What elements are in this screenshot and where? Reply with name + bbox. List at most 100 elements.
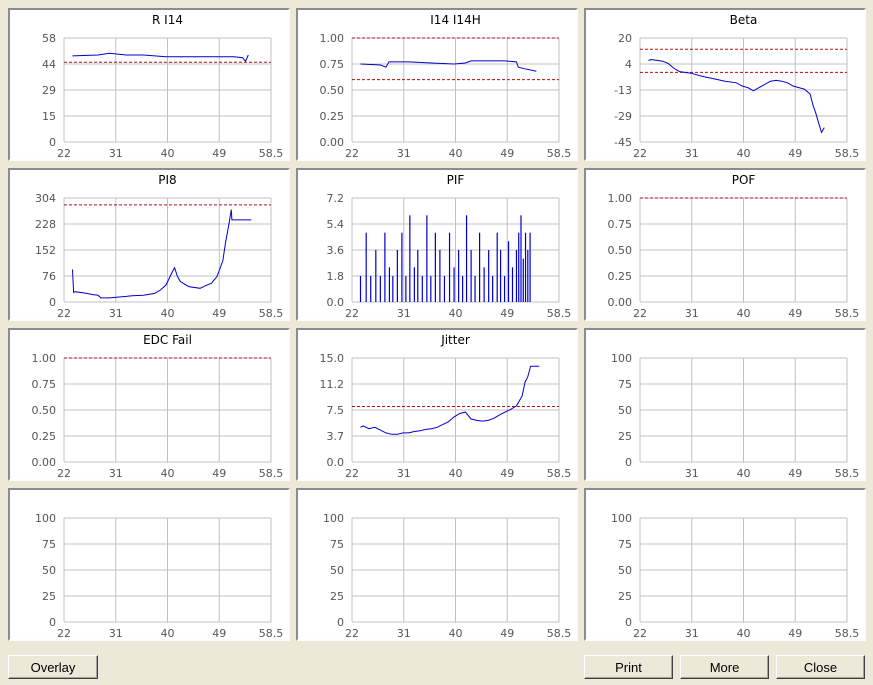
y-tick-label: 1.00 xyxy=(320,32,345,45)
chart-title: Beta xyxy=(730,13,758,27)
print-button[interactable]: Print xyxy=(584,655,673,679)
chart-title: POF xyxy=(732,173,756,187)
chart-title: PI8 xyxy=(158,173,176,187)
y-tick-label: 100 xyxy=(323,512,344,525)
chart-panel-7[interactable]: EDC Fail 22 31 40 49 58.5 1.00 0.75 0.50 0.25 0.00 xyxy=(8,328,290,481)
x-tick-label: 31 xyxy=(109,147,123,159)
x-tick-label: 58.5 xyxy=(547,627,572,639)
x-tick-label: 49 xyxy=(500,307,514,319)
y-tick-label: 0 xyxy=(625,616,632,629)
chart-panel-3[interactable]: Beta 22 31 40 49 58.5 20 4 -13 -29 -45 xyxy=(584,8,866,161)
y-tick-label: -45 xyxy=(614,136,632,149)
chart-panel-5[interactable]: PIF 22 31 40 49 58.5 7.2 5.4 3.6 1.8 0.0 xyxy=(296,168,578,321)
x-tick-label: 58.5 xyxy=(259,147,284,159)
y-tick-label: 0.00 xyxy=(320,136,345,149)
x-tick-label: 49 xyxy=(500,627,514,639)
x-tick-label: 40 xyxy=(737,467,751,479)
x-tick-label: 58.5 xyxy=(259,307,284,319)
y-tick-label: 228 xyxy=(35,218,56,231)
x-tick-label: 49 xyxy=(788,147,802,159)
y-tick-label: 75 xyxy=(42,538,56,551)
y-tick-label: 3.7 xyxy=(327,430,345,443)
overlay-button[interactable]: Overlay xyxy=(8,655,98,679)
y-tick-label: 50 xyxy=(618,564,632,577)
y-tick-label: 7.5 xyxy=(327,404,345,417)
y-tick-label: 0.75 xyxy=(608,218,633,231)
chart-panel-9[interactable]: 31 40 49 58.5 100 75 50 25 0 xyxy=(584,328,866,481)
y-tick-label: 25 xyxy=(618,590,632,603)
y-tick-label: 0.00 xyxy=(608,296,633,309)
y-tick-label: 0 xyxy=(625,456,632,469)
data-line xyxy=(360,60,537,72)
x-tick-label: 40 xyxy=(449,147,463,159)
chart-panel-1[interactable]: R I14 22 31 40 49 58.5 58 44 29 15 0 xyxy=(8,8,290,161)
data-line xyxy=(360,365,540,435)
chart-svg: Beta 22 31 40 49 58.5 20 4 -13 -29 -45 xyxy=(614,13,860,159)
y-tick-label: -13 xyxy=(614,84,632,97)
chart-svg: 22 31 40 49 58.5 100 75 50 25 0 xyxy=(611,512,859,639)
x-tick-label: 31 xyxy=(109,307,123,319)
x-tick-label: 31 xyxy=(109,627,123,639)
x-tick-label: 40 xyxy=(737,307,751,319)
chart-svg: PIF 22 31 40 49 58.5 7.2 5.4 3.6 1.8 0.0 xyxy=(327,173,572,319)
chart-panel-6[interactable]: POF 22 31 40 49 58.5 1.00 0.75 0.50 0.25 0.00 xyxy=(584,168,866,321)
x-tick-label: 22 xyxy=(633,147,647,159)
x-tick-label: 49 xyxy=(788,307,802,319)
close-button[interactable]: Close xyxy=(776,655,865,679)
x-tick-label: 31 xyxy=(397,467,411,479)
y-tick-label: 11.2 xyxy=(320,378,345,391)
y-tick-label: 76 xyxy=(42,270,56,283)
x-tick-label: 31 xyxy=(397,307,411,319)
y-tick-label: 7.2 xyxy=(327,192,345,205)
y-tick-label: 0.00 xyxy=(32,456,57,469)
y-tick-label: 0 xyxy=(337,616,344,629)
x-tick-label: 49 xyxy=(788,467,802,479)
y-tick-label: 50 xyxy=(618,404,632,417)
chart-panel-4[interactable]: PI8 22 31 40 49 58.5 304 228 152 76 0 xyxy=(8,168,290,321)
x-tick-label: 22 xyxy=(345,627,359,639)
chart-svg: 22 31 40 49 58.5 100 75 50 25 0 xyxy=(323,512,572,639)
x-tick-label: 40 xyxy=(161,307,175,319)
chart-panel-11[interactable]: 22 31 40 49 58.5 100 75 50 25 0 xyxy=(296,488,578,641)
y-tick-label: 29 xyxy=(42,84,56,97)
y-tick-label: 44 xyxy=(42,58,56,71)
y-tick-label: 100 xyxy=(611,512,632,525)
x-tick-label: 58.5 xyxy=(835,307,860,319)
more-button[interactable]: More xyxy=(680,655,769,679)
chart-panel-2[interactable]: I14 I14H 22 31 40 49 58.5 1.00 0.75 0.50 0.25 0.00 xyxy=(296,8,578,161)
y-tick-label: 0.0 xyxy=(327,296,345,309)
x-tick-label: 31 xyxy=(109,467,123,479)
x-tick-label: 31 xyxy=(397,627,411,639)
y-tick-label: 0.50 xyxy=(32,404,57,417)
y-tick-label: 0.75 xyxy=(32,378,57,391)
y-tick-label: 100 xyxy=(35,512,56,525)
y-tick-label: 25 xyxy=(42,590,56,603)
x-tick-label: 58.5 xyxy=(547,147,572,159)
x-tick-label: 49 xyxy=(212,627,226,639)
x-tick-label: 40 xyxy=(161,627,175,639)
y-tick-label: 15 xyxy=(42,110,56,123)
y-tick-label: 50 xyxy=(330,564,344,577)
x-tick-label: 22 xyxy=(345,307,359,319)
x-tick-label: 40 xyxy=(449,627,463,639)
y-tick-label: 304 xyxy=(35,192,56,205)
y-tick-label: 50 xyxy=(42,564,56,577)
chart-panel-10[interactable]: 22 31 40 49 58.5 100 75 50 25 0 xyxy=(8,488,290,641)
y-tick-label: 25 xyxy=(330,590,344,603)
y-tick-label: 0.75 xyxy=(320,58,345,71)
y-tick-label: 0.25 xyxy=(608,270,633,283)
y-tick-label: 25 xyxy=(618,430,632,443)
x-tick-label: 58.5 xyxy=(835,147,860,159)
data-line xyxy=(72,209,252,299)
y-tick-label: 5.4 xyxy=(327,218,345,231)
y-tick-label: 1.00 xyxy=(608,192,633,205)
chart-title: PIF xyxy=(447,173,465,187)
chart-svg: 22 31 40 49 58.5 100 75 50 25 0 xyxy=(35,512,283,639)
chart-panel-8[interactable]: Jitter 22 31 40 49 58.5 15.0 11.2 7.5 3.7 0.0 xyxy=(296,328,578,481)
x-tick-label: 49 xyxy=(212,467,226,479)
x-tick-label: 31 xyxy=(685,467,699,479)
y-tick-label: 1.00 xyxy=(32,352,57,365)
chart-panel-12[interactable]: 22 31 40 49 58.5 100 75 50 25 0 xyxy=(584,488,866,641)
x-tick-label: 22 xyxy=(57,627,71,639)
x-tick-label: 58.5 xyxy=(835,467,860,479)
